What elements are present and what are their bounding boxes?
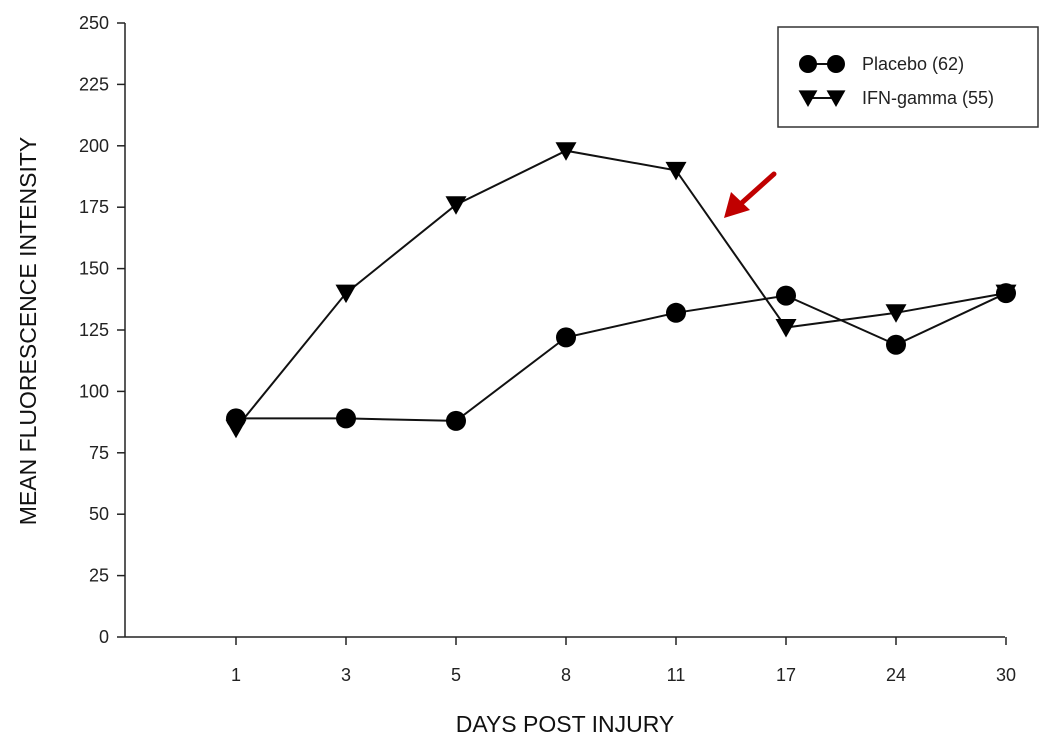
data-point-ifn-gamma — [885, 304, 907, 323]
x-tick-label: 30 — [996, 665, 1016, 685]
legend-marker — [826, 90, 846, 107]
x-tick-label: 8 — [561, 665, 571, 685]
data-point-ifn-gamma — [555, 142, 577, 161]
y-tick-label: 25 — [89, 566, 109, 586]
y-tick-label: 0 — [99, 627, 109, 647]
y-tick-label: 125 — [79, 320, 109, 340]
series-lines — [235, 149, 1007, 429]
y-tick-label: 200 — [79, 136, 109, 156]
x-tick-label: 5 — [451, 665, 461, 685]
data-point-placebo — [666, 302, 686, 323]
series-line-ifn-gamma — [235, 149, 1007, 429]
data-point-ifn-gamma — [225, 419, 247, 439]
x-axis: 1 3 5 8 11 17 24 30 — [125, 636, 1016, 685]
data-point-ifn-gamma — [775, 319, 797, 338]
legend-label: IFN-gamma (55) — [862, 88, 994, 108]
legend-marker — [799, 55, 817, 73]
arrow-head — [724, 192, 750, 218]
data-point-ifn-gamma — [445, 196, 467, 215]
y-tick-label: 250 — [79, 13, 109, 33]
data-point-placebo — [336, 408, 356, 429]
x-axis-title: DAYS POST INJURY — [456, 711, 675, 737]
arrow-shaft — [733, 171, 777, 211]
y-axis-title: MEAN FLUORESCENCE INTENSITY — [15, 137, 41, 526]
x-tick-label: 1 — [231, 665, 241, 685]
x-tick-label: 11 — [667, 665, 686, 685]
x-tick-label: 3 — [341, 665, 351, 685]
y-tick-label: 50 — [89, 504, 109, 524]
y-tick-label: 175 — [79, 197, 109, 217]
series-line-placebo — [236, 292, 1007, 422]
data-point-placebo — [886, 334, 906, 355]
data-point-ifn-gamma — [335, 284, 357, 304]
annotation-arrow — [724, 171, 777, 218]
data-point-placebo — [556, 327, 576, 348]
series-markers — [225, 142, 1017, 439]
y-tick-label: 75 — [89, 443, 109, 463]
y-tick-label: 100 — [79, 381, 109, 401]
y-axis: 0 25 50 75 100 125 150 175 200 225 250 — [79, 13, 126, 647]
data-point-placebo — [446, 410, 466, 431]
legend: Placebo (62) IFN-gamma (55) — [777, 26, 1039, 128]
data-point-ifn-gamma — [665, 161, 687, 181]
data-point-placebo — [776, 285, 796, 306]
legend-marker — [798, 90, 818, 107]
legend-marker — [827, 55, 845, 73]
legend-box — [777, 26, 1039, 128]
y-tick-label: 150 — [79, 259, 109, 279]
y-tick-label: 225 — [79, 74, 109, 94]
x-tick-label: 17 — [776, 665, 796, 685]
legend-label: Placebo (62) — [862, 54, 964, 74]
data-point-ifn-gamma — [995, 284, 1017, 304]
x-tick-label: 24 — [886, 665, 906, 685]
